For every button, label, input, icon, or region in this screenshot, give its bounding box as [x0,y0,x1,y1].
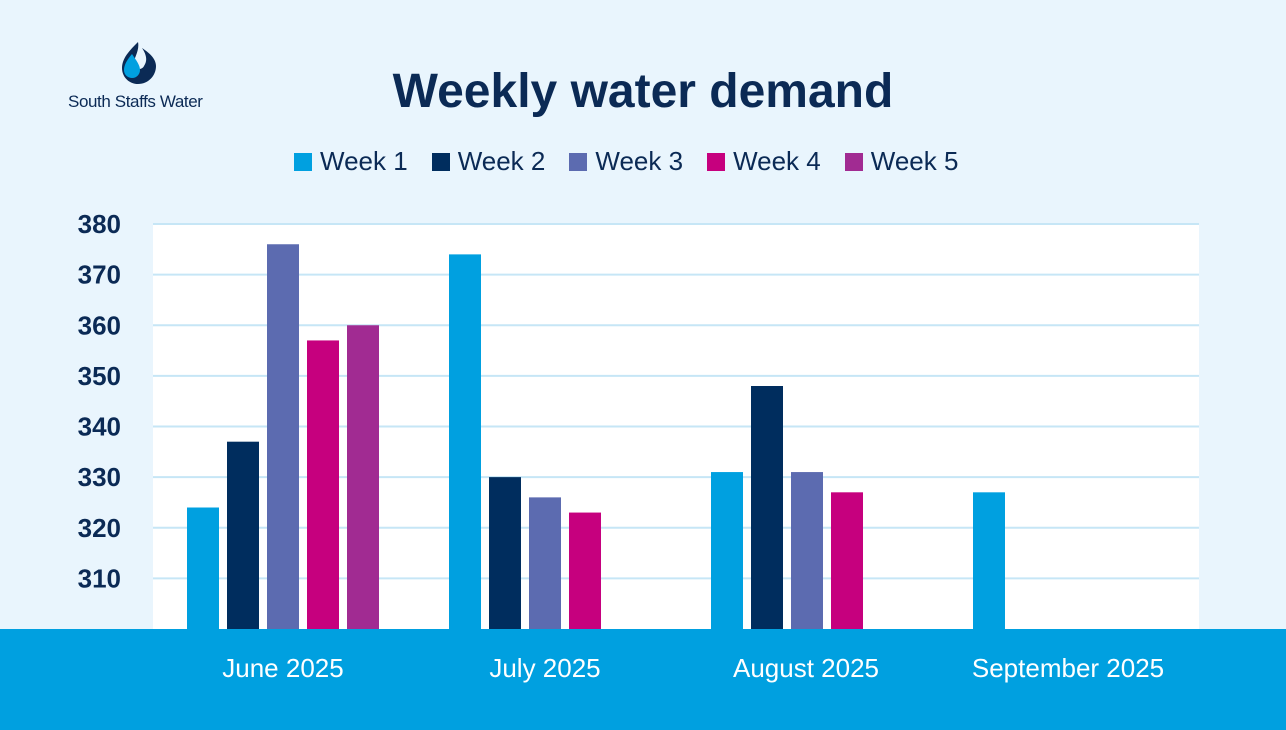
y-tick-label: 340 [78,412,121,442]
y-tick-label: 350 [78,361,121,391]
y-tick-label: 320 [78,513,121,543]
bar-week-1 [711,472,743,629]
bar-week-2 [489,477,521,629]
legend-label: Week 1 [320,146,408,176]
brand-name: South Staffs Water [68,92,203,111]
bar-week-2 [227,441,259,629]
legend-item-3: Week 3 [569,146,683,177]
bar-week-3 [267,244,299,629]
legend-label: Week 2 [457,146,546,176]
bar-week-4 [569,512,601,629]
y-tick-label: 360 [78,310,121,340]
legend-item-1: Week 1 [294,146,408,177]
legend-swatch [707,152,726,171]
bar-week-4 [831,492,863,629]
x-tick-label: August 2025 [733,653,879,683]
legend-swatch [569,152,588,171]
bar-week-1 [187,507,219,629]
x-tick-label: July 2025 [489,653,600,683]
y-tick-label: 330 [78,462,121,492]
legend-item-5: Week 5 [844,146,959,177]
bar-week-3 [791,472,823,629]
bar-week-3 [529,497,561,629]
y-tick-label: 380 [78,209,121,239]
x-tick-label: September 2025 [972,653,1164,683]
bar-week-1 [449,254,481,629]
y-tick-label: 370 [78,260,121,290]
legend-item-4: Week 4 [707,146,821,177]
legend-label: Week 3 [595,146,684,176]
chart-legend: Week 1 Week 2 Week 3 Week 4 Week 5 [294,146,958,177]
legend-swatch [294,152,312,171]
chart-title: Weekly water demand [392,65,894,118]
bar-week-2 [751,386,783,629]
legend-item-2: Week 2 [431,146,546,177]
y-tick-label: 310 [78,563,121,593]
legend-label: Week 4 [733,146,821,176]
bar-week-4 [307,340,339,629]
legend-label: Week 5 [870,146,959,176]
x-tick-label: June 2025 [222,653,343,683]
bar-week-5 [347,325,379,629]
footer-band [0,629,1286,730]
legend-swatch [431,152,450,171]
water-drop-icon [122,42,156,84]
bar-week-1 [973,492,1005,629]
legend-swatch [844,152,863,171]
brand-logo: South Staffs Water [66,40,216,116]
